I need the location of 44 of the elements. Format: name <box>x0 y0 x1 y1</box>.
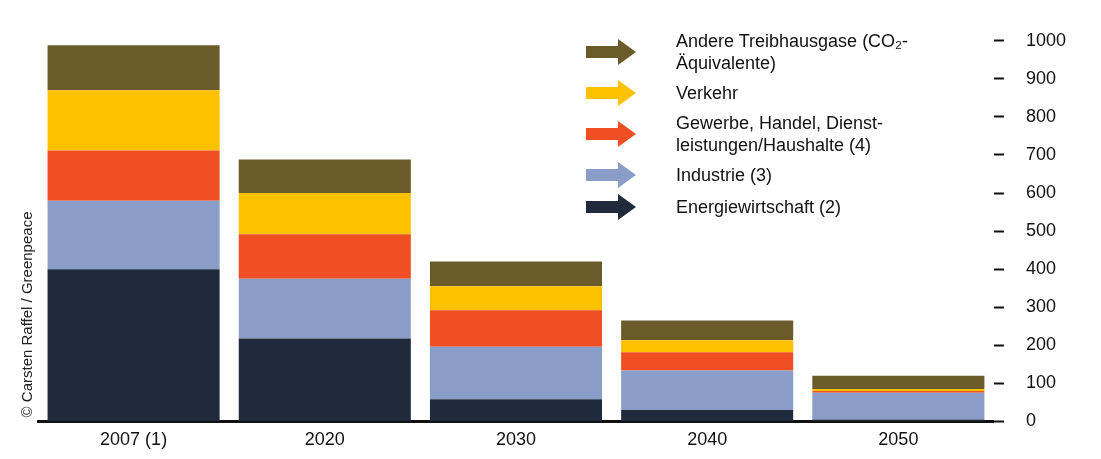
bar <box>238 193 411 235</box>
legend-label: Energiewirtschaft (2) <box>676 196 843 218</box>
y-tick-label: 200 <box>1025 334 1056 355</box>
x-tick-label: 2020 <box>304 429 345 450</box>
y-tick-label: 900 <box>1025 67 1056 88</box>
bar <box>621 340 794 353</box>
bar <box>238 278 411 339</box>
y-tick-label: 800 <box>1025 105 1056 126</box>
bar <box>238 234 411 279</box>
y-tick-label: 300 <box>1025 296 1056 317</box>
legend-label: Andere Treibhausgase (CO₂-Äquivalente) <box>676 30 910 74</box>
bar <box>429 399 603 421</box>
bar <box>238 159 411 194</box>
bar <box>621 370 794 410</box>
text: © Carsten Raffel / Greenpeace <box>18 211 36 418</box>
legend-label: Industrie (3) <box>676 164 774 186</box>
bar <box>47 200 220 270</box>
y-tick-label: 0 <box>1025 410 1036 431</box>
y-tick-label: 400 <box>1025 258 1056 279</box>
bar <box>429 286 603 311</box>
y-tick-label: 1000 <box>1025 29 1066 50</box>
x-tick-label: 2040 <box>687 429 728 450</box>
bar <box>429 261 603 287</box>
x-tick-label: 2050 <box>878 429 919 450</box>
bar <box>621 409 794 421</box>
bar <box>812 392 985 420</box>
x-tick-label: 2030 <box>495 429 536 450</box>
bar <box>621 320 794 341</box>
y-tick-label: 700 <box>1025 143 1056 164</box>
legend-label: Gewerbe, Handel, Dienst-leistungen/Haushalte (4) <box>676 112 885 156</box>
y-tick-label: 500 <box>1025 220 1056 241</box>
y-tick-label: 600 <box>1025 182 1056 203</box>
legend-label: Verkehr <box>676 82 740 104</box>
bar <box>812 375 985 390</box>
y-tick-label: 100 <box>1025 372 1056 393</box>
bar <box>621 352 794 371</box>
bar <box>429 346 603 400</box>
bar <box>238 338 411 421</box>
bar <box>47 269 220 421</box>
bar <box>47 90 220 151</box>
bar <box>47 150 220 201</box>
x-tick-label: 2007 (1) <box>100 429 168 450</box>
bar <box>47 45 220 91</box>
bar <box>429 310 603 347</box>
